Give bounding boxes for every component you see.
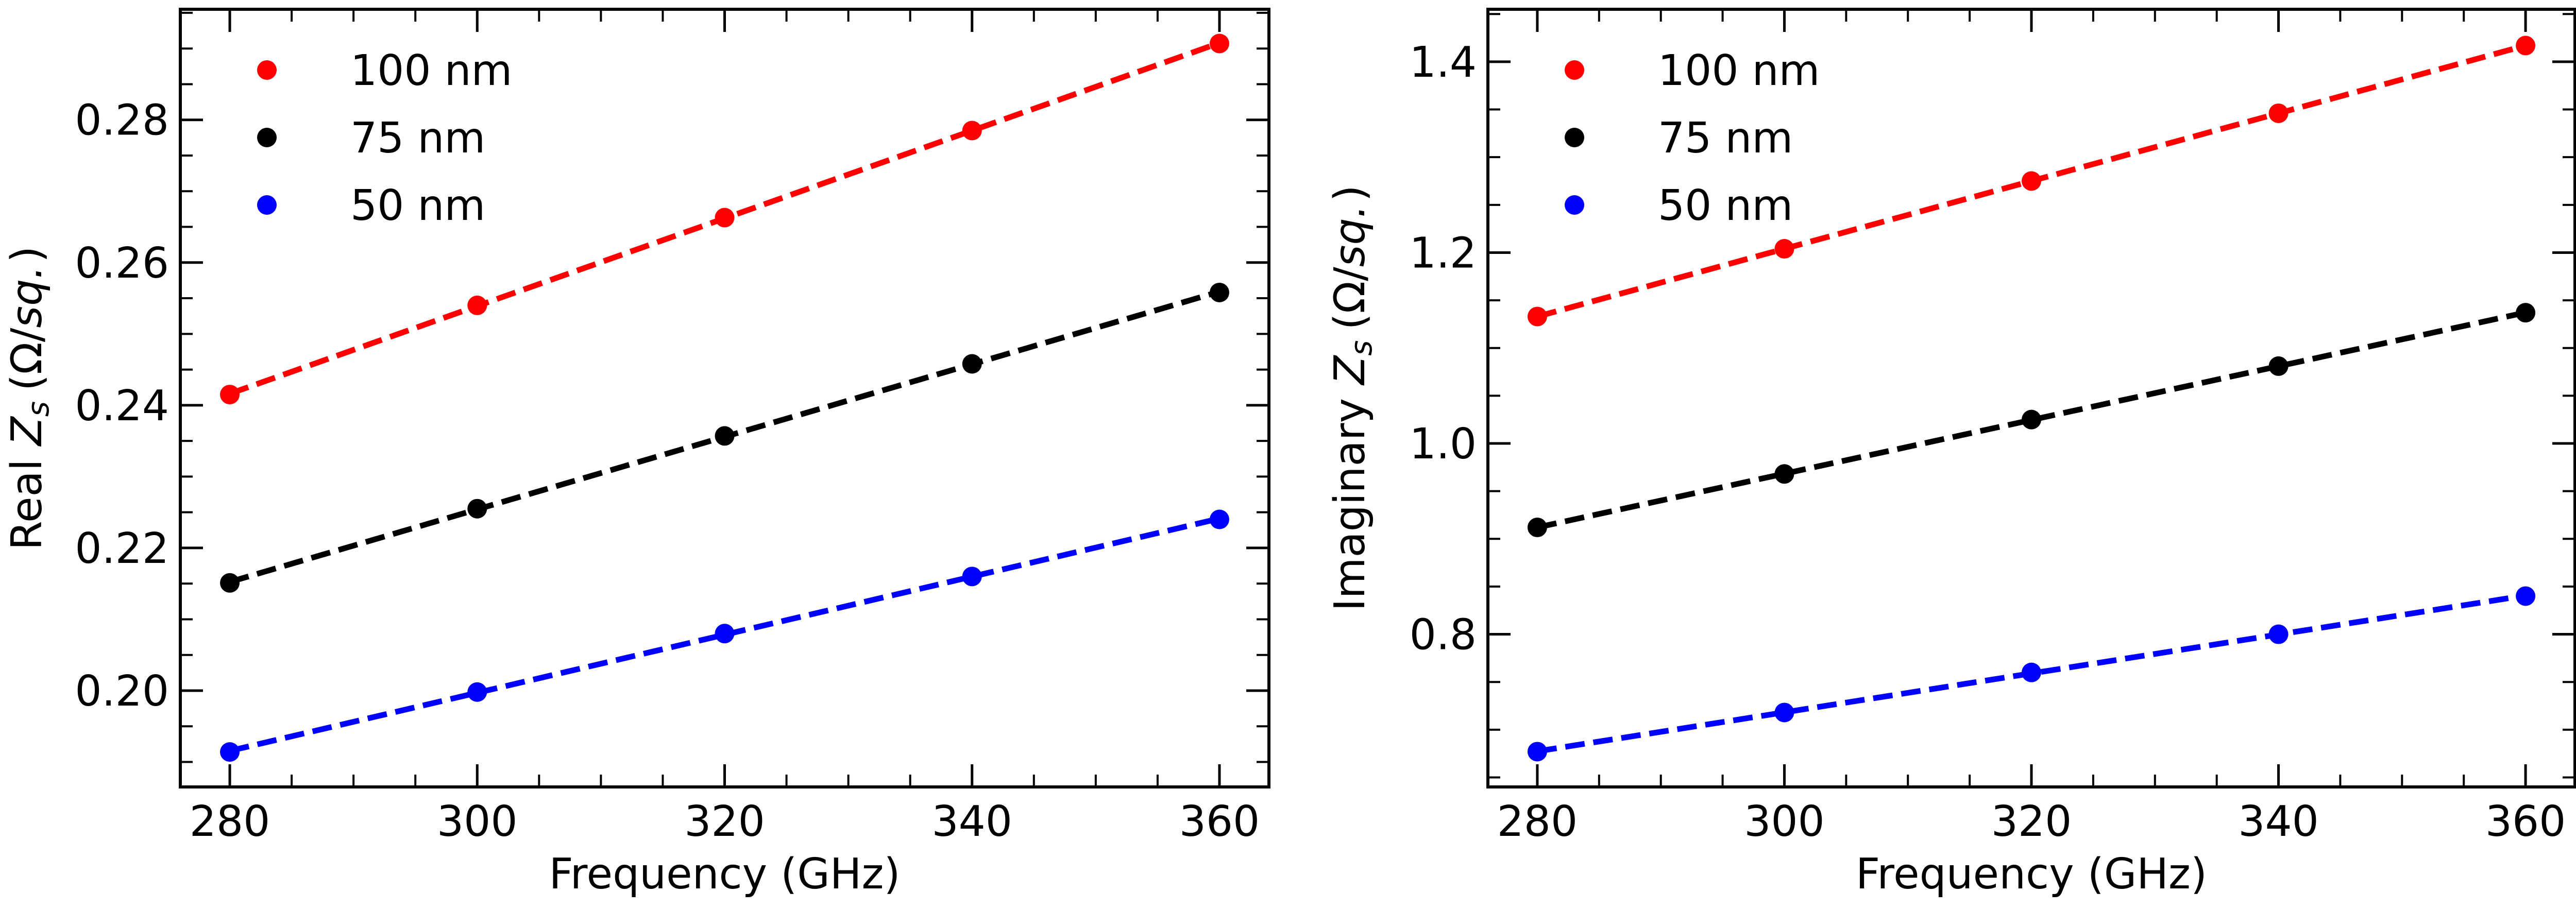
data-point-series-1 [715,426,735,446]
x-axis-label: Frequency (GHz) [1856,850,2207,899]
data-point-series-1 [1774,464,1794,484]
data-point-series-1 [2022,409,2041,430]
y-tick-label: 1.4 [1410,38,1477,87]
y-axis-label-unit-open: (Ω/ [3,328,52,391]
x-tick-label: 320 [1991,797,2072,846]
legend-marker [257,195,277,215]
data-point-series-2 [1774,702,1794,723]
y-axis-label-unit-close: ) [1326,185,1375,201]
y-axis-label-unit-italic: sq. [3,266,52,328]
legend-label: 50 nm [1658,181,1793,230]
data-point-series-2 [220,742,240,762]
x-tick-label: 280 [1497,797,1578,846]
y-tick-label: 0.28 [75,96,169,145]
data-point-series-2 [962,567,982,587]
y-tick-label: 0.8 [1410,611,1477,660]
x-tick-label: 340 [2238,797,2319,846]
y-axis-label: Imaginary Zs (Ω/sq.) [1326,185,1379,611]
x-tick-label: 320 [684,797,765,846]
plot-frame [179,8,1270,788]
legend-label: 75 nm [350,114,485,163]
data-point-series-0 [1527,306,1547,327]
legend-marker [1565,128,1584,147]
data-point-series-0 [467,295,487,315]
y-axis-label-prefix: Real [3,459,52,550]
data-point-series-2 [1527,742,1547,762]
y-axis-label-unit-open: (Ω/ [1326,267,1375,330]
y-tick-label: 0.22 [75,524,169,573]
data-point-series-0 [715,208,735,228]
data-point-series-2 [467,682,487,702]
data-point-series-0 [220,385,240,405]
y-tick-label: 0.26 [75,239,169,288]
data-point-series-2 [715,624,735,644]
chart-panel-imaginary: 280 300 320 340 360 0.8 1.0 1.2 1.4 Frequency (GH… [1326,8,2576,899]
x-axis-label: Frequency (GHz) [549,850,901,899]
legend-marker [1565,195,1584,215]
y-axis-label-unit-close: ) [3,246,52,263]
data-point-series-0 [2268,103,2289,123]
legend-marker [1565,60,1584,80]
data-point-series-1 [2268,356,2289,376]
x-tick-label: 300 [1744,797,1825,846]
data-point-series-1 [1527,518,1547,538]
data-point-series-1 [220,573,240,593]
data-point-series-2 [2268,624,2289,644]
y-axis-label-unit-italic: sq. [1326,204,1375,267]
y-axis-label-subscript: s [21,401,56,417]
data-point-series-0 [962,121,982,141]
x-tick-label: 280 [190,797,270,846]
y-axis-label-subscript: s [1344,340,1379,356]
data-point-series-1 [1209,282,1229,302]
legend-marker [257,128,277,147]
data-point-series-1 [962,354,982,374]
y-tick-label: 0.20 [75,667,169,716]
data-point-series-2 [2022,662,2041,682]
x-tick-label: 360 [2485,797,2566,846]
data-point-series-1 [467,499,487,519]
data-point-series-2 [1209,509,1229,529]
data-point-series-0 [1209,33,1229,54]
legend-label: 50 nm [350,181,485,230]
y-tick-label: 1.0 [1410,420,1477,469]
data-point-series-2 [2516,586,2536,606]
y-axis-label-prefix: Imaginary [1326,398,1375,611]
x-tick-label: 340 [931,797,1012,846]
legend-label: 75 nm [1658,114,1793,163]
data-point-series-0 [1774,239,1794,259]
data-point-series-0 [2516,36,2536,56]
y-tick-label: 0.24 [75,382,169,431]
legend-label: 100 nm [1658,46,1820,95]
data-point-series-1 [2516,303,2536,323]
legend-label: 100 nm [350,46,512,95]
x-tick-label: 360 [1179,797,1260,846]
y-tick-label: 1.2 [1410,229,1477,278]
y-axis-label-symbol: Z [3,416,52,447]
data-point-series-0 [2022,171,2041,191]
chart-panel-real: 280 300 320 340 360 0.20 0.22 0.24 0.26 0.28 Frequ… [3,8,1270,899]
x-tick-label: 300 [437,797,518,846]
y-axis-label: Real Zs (Ω/sq.) [3,246,56,550]
legend-marker [257,60,277,80]
plot-frame [1486,8,2576,788]
y-axis-label-symbol: Z [1326,355,1375,386]
